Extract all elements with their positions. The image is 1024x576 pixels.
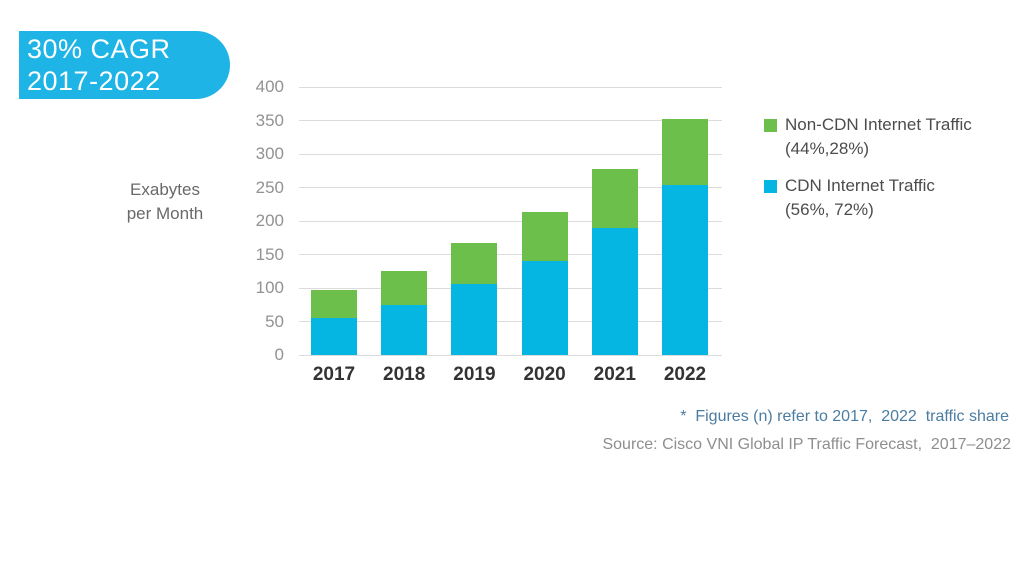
gridline — [299, 120, 722, 121]
y-axis-tick-label: 300 — [255, 144, 284, 163]
y-axis-tick-label: 150 — [255, 244, 284, 264]
y-axis-tick-label: 200 — [255, 211, 284, 230]
y-axis-tick-label: 0 — [274, 345, 284, 364]
bar-segment-2018 — [381, 270, 428, 306]
x-axis-tick-label: 2020 — [523, 364, 566, 385]
bar-2017 — [311, 290, 357, 355]
footnote: * Figures (n) refer to 2017, 2022 traffi… — [680, 408, 1009, 425]
bar-segment-2022 — [662, 119, 708, 185]
gridline — [299, 254, 722, 255]
bar-segment-2022 — [662, 184, 708, 355]
bar-2021 — [591, 169, 638, 355]
gridline — [299, 354, 722, 356]
gridline — [299, 220, 722, 222]
gridline — [299, 86, 722, 88]
bar-2020 — [521, 211, 568, 355]
cagr-badge-line2: 2017-2022 — [27, 66, 161, 96]
bar-segment-2018 — [381, 305, 428, 355]
gridline — [299, 153, 722, 155]
source-line: Source: Cisco VNI Global IP Traffic Fore… — [602, 436, 1011, 453]
bar-segment-2019 — [451, 243, 498, 284]
bar-segment-2020 — [521, 211, 568, 261]
plot-area — [299, 86, 722, 356]
y-axis-tick-label: 50 — [265, 311, 284, 331]
legend-row: CDN Internet Traffic — [764, 174, 972, 198]
gridline — [299, 187, 722, 188]
bar-2022 — [662, 119, 708, 355]
bar-2018 — [381, 270, 428, 355]
x-axis-tick-label: 2017 — [312, 364, 356, 385]
y-axis-tick-label: 250 — [255, 177, 284, 197]
bar-segment-2021 — [591, 227, 638, 355]
gridline — [299, 287, 722, 289]
legend: Non-CDN Internet Traffic (44%,28%) CDN I… — [764, 113, 972, 222]
y-axis-tick-label: 350 — [255, 110, 284, 130]
legend-item-cdn: CDN Internet Traffic (56%, 72%) — [764, 174, 972, 222]
cdn-swatch-icon — [764, 179, 777, 193]
y-axis-unit-label-line2: per Month — [126, 204, 204, 223]
bar-segment-2020 — [521, 260, 568, 355]
bar-segment-2021 — [591, 169, 638, 228]
legend-label-cdn: CDN Internet Traffic — [785, 176, 935, 195]
x-axis-tick-label: 2021 — [593, 364, 636, 385]
x-axis-tick-label: 2022 — [663, 364, 707, 385]
legend-label-non-cdn: Non-CDN Internet Traffic — [785, 115, 972, 134]
cagr-badge: 30% CAGR 2017-2022 — [19, 31, 230, 99]
x-axis-labels: 2017 2018 2019 2020 2021 2022 — [299, 364, 722, 390]
legend-sublabel-cdn: (56%, 72%) — [785, 200, 874, 219]
cagr-badge-line1: 30% CAGR — [27, 34, 171, 64]
legend-sublabel-non-cdn: (44%,28%) — [785, 139, 870, 158]
bar-segment-2019 — [451, 283, 498, 355]
y-axis-tick-label: 400 — [255, 77, 284, 96]
x-axis-tick-label: 2019 — [453, 364, 496, 385]
bar-segment-2017 — [311, 290, 357, 319]
gridline — [299, 321, 722, 322]
legend-item-non-cdn: Non-CDN Internet Traffic (44%,28%) — [764, 113, 972, 161]
y-axis-labels: 0 50 100 150 200 250 300 350 400 — [228, 77, 284, 364]
x-axis-tick-label: 2018 — [383, 364, 426, 385]
y-axis-unit-label-line1: Exabytes — [130, 180, 200, 199]
y-axis-tick-label: 100 — [255, 278, 284, 297]
y-axis-unit-label: Exabytes per Month — [104, 178, 226, 226]
bar-2019 — [451, 243, 498, 355]
bar-segment-2017 — [311, 318, 357, 355]
legend-row: Non-CDN Internet Traffic — [764, 113, 972, 137]
non-cdn-swatch-icon — [764, 118, 777, 132]
